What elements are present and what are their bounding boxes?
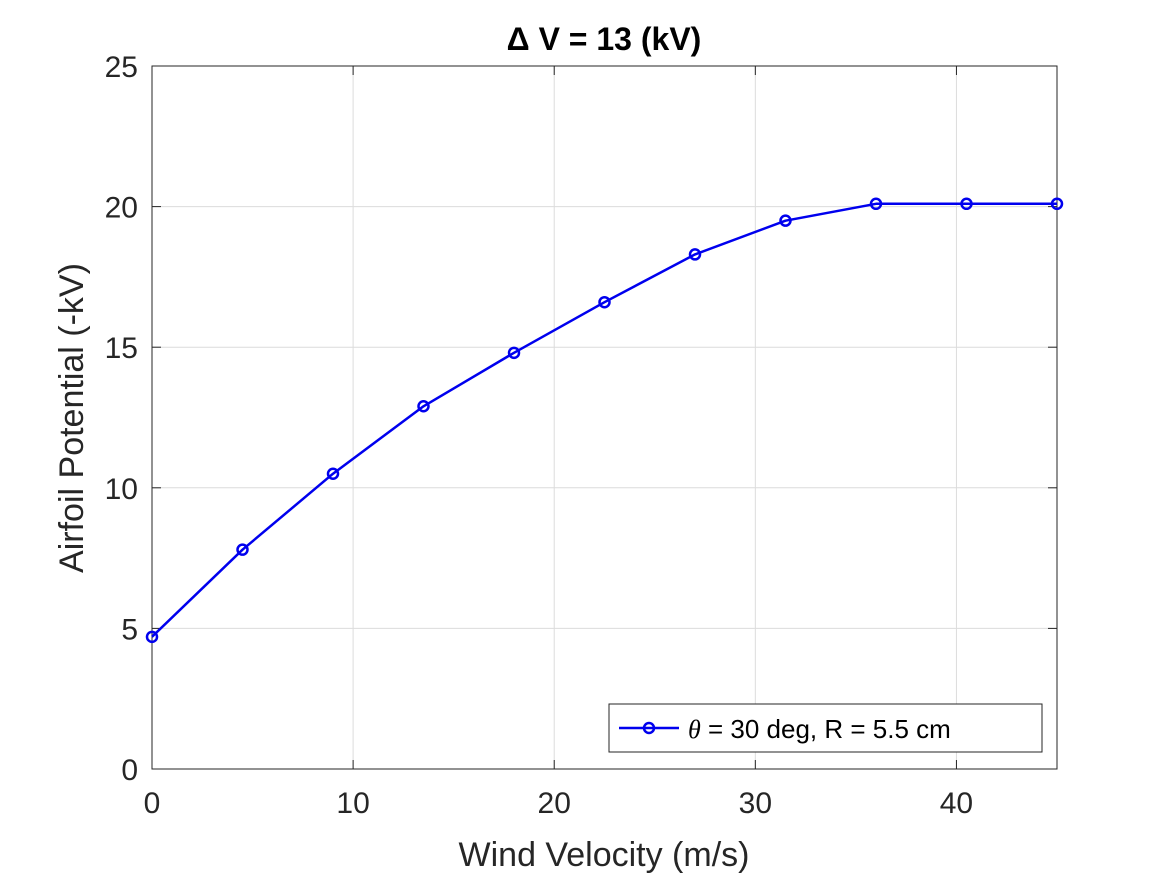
x-tick-label: 0 bbox=[144, 787, 161, 820]
y-tick-label: 15 bbox=[105, 332, 138, 365]
data-point bbox=[688, 248, 702, 261]
y-tick-label: 10 bbox=[105, 473, 138, 506]
legend-theta-symbol: θ bbox=[688, 715, 701, 744]
x-tick-label: 20 bbox=[538, 787, 571, 820]
data-point bbox=[598, 295, 611, 309]
data-point bbox=[417, 400, 430, 413]
data-point bbox=[236, 543, 249, 556]
y-axis-label: Airfoil Potential (-kV) bbox=[53, 263, 91, 573]
y-tick-label: 0 bbox=[121, 754, 138, 787]
plot-area-border bbox=[151, 65, 1058, 770]
axis-ticks: 0 10 20 30 40 0 5 10 15 20 25 bbox=[105, 51, 1057, 820]
x-axis-label: Wind Velocity (m/s) bbox=[459, 836, 750, 874]
y-tick-label: 25 bbox=[105, 51, 138, 84]
x-tick-label: 30 bbox=[739, 787, 772, 820]
series-layer bbox=[145, 197, 1064, 644]
legend-box bbox=[608, 703, 1043, 753]
legend-marker-sample bbox=[642, 721, 656, 735]
data-point bbox=[145, 630, 159, 644]
data-point bbox=[1050, 197, 1064, 211]
series-line bbox=[151, 202, 1057, 638]
y-tick-label: 20 bbox=[105, 192, 138, 225]
y-tick-label: 5 bbox=[121, 613, 138, 646]
x-tick-label: 10 bbox=[336, 787, 369, 820]
legend-entry-text: = 30 deg, R = 5.5 cm bbox=[701, 714, 951, 744]
chart-title: Δ V = 13 (kV) bbox=[507, 21, 702, 57]
data-point bbox=[869, 197, 883, 211]
legend: θ = 30 deg, R = 5.5 cm bbox=[608, 703, 1043, 753]
data-point bbox=[779, 214, 792, 227]
grid bbox=[152, 66, 1057, 769]
data-point bbox=[326, 467, 340, 480]
data-point bbox=[507, 346, 521, 360]
data-point bbox=[960, 197, 973, 211]
x-tick-label: 40 bbox=[940, 787, 973, 820]
legend-entry-label: θ = 30 deg, R = 5.5 cm bbox=[688, 714, 951, 744]
